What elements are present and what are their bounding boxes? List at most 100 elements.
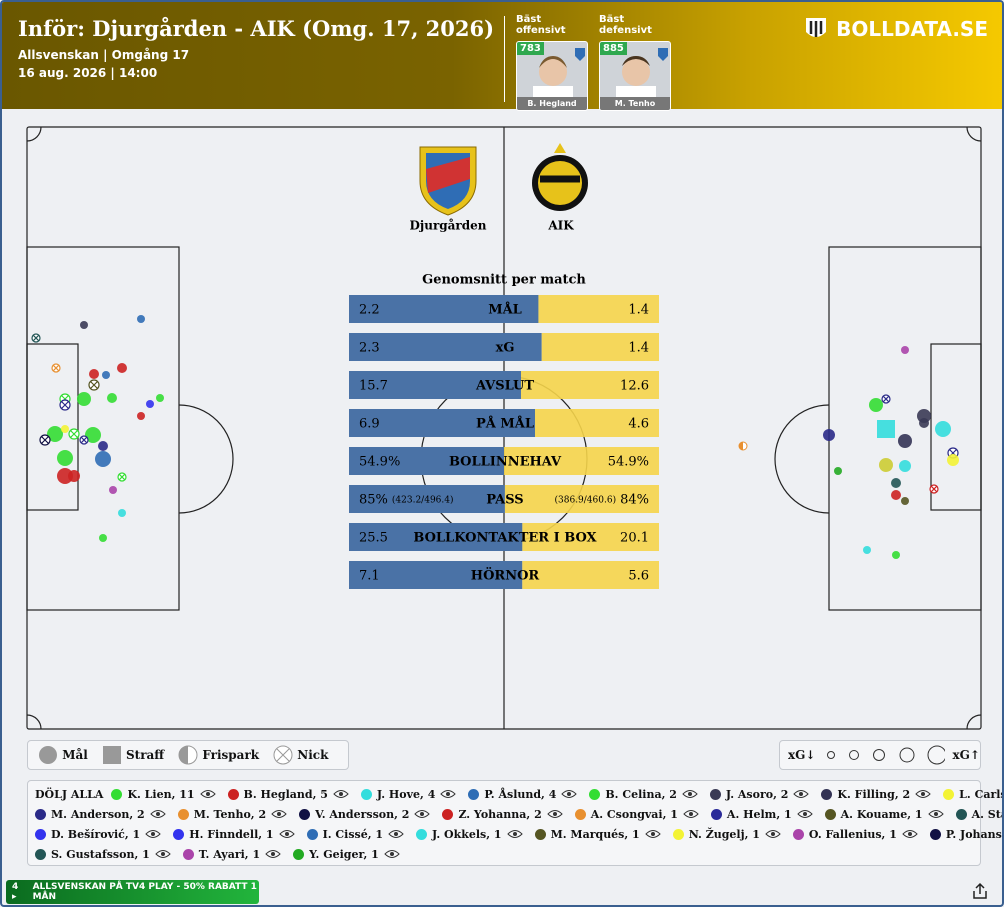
best-offensive[interactable]: Bäst offensivt 783 B. Hegland xyxy=(516,14,592,111)
player-card: 885 M. Tenho xyxy=(599,41,671,111)
shot xyxy=(947,454,959,466)
hide-all[interactable]: DÖLJ ALLA xyxy=(35,787,104,801)
eye-icon[interactable] xyxy=(199,789,216,799)
icon xyxy=(178,745,198,765)
xg-high[interactable]: xG↑ xyxy=(952,748,980,762)
eye-icon[interactable] xyxy=(644,829,661,839)
eye-icon[interactable] xyxy=(333,789,349,799)
player-toggle[interactable]: P. Johansson, 1 xyxy=(929,828,1002,841)
player-label: H. Finndell, 1 xyxy=(189,827,274,841)
player-toggle[interactable]: P. Åslund, 4 xyxy=(468,787,578,801)
pupil xyxy=(277,812,282,816)
player-toggle[interactable]: M. Marqués, 1 xyxy=(534,828,661,841)
player-toggle[interactable]: Y. Geiger, 1 xyxy=(293,848,400,861)
eye-icon[interactable] xyxy=(561,789,578,799)
player-toggle[interactable]: K. Filling, 2 xyxy=(821,788,931,801)
shot xyxy=(899,460,911,472)
player-toggle[interactable]: A. Ståhl, 1 xyxy=(955,808,1002,821)
eye xyxy=(547,810,563,818)
shot-type-legend: Mål Straff Frispark Nick xyxy=(27,740,349,770)
eye-icon[interactable] xyxy=(765,829,781,839)
shot xyxy=(879,458,893,472)
away-bar xyxy=(504,485,659,513)
player-toggle[interactable]: N. Žugelj, 1 xyxy=(672,828,781,841)
legend-penalty[interactable]: Straff xyxy=(102,745,164,765)
eye-icon[interactable] xyxy=(388,829,404,839)
player-toggle[interactable]: J. Okkels, 1 xyxy=(416,828,523,841)
player-toggle[interactable]: J. Hove, 4 xyxy=(360,788,457,801)
legend-goal[interactable]: Mål xyxy=(38,745,88,765)
player-toggle[interactable]: Z. Yohanna, 2 xyxy=(442,808,563,821)
stat-label: HÖRNOR xyxy=(471,567,540,584)
shot xyxy=(901,497,909,505)
eye-icon[interactable] xyxy=(793,789,810,799)
player-name: M. Tenho xyxy=(600,97,670,110)
pupil xyxy=(688,812,693,816)
eye-icon[interactable] xyxy=(927,809,944,819)
stat-label: AVSLUT xyxy=(475,379,534,394)
player-dot xyxy=(360,788,372,800)
xg-low[interactable]: xG↓ xyxy=(788,748,816,762)
eye-icon[interactable] xyxy=(682,789,698,799)
eye-icon[interactable] xyxy=(902,829,918,839)
player-toggle[interactable]: A. Kouame, 1 xyxy=(824,808,944,821)
player-toggle[interactable]: S. Gustafsson, 1 xyxy=(35,848,171,861)
eye-icon[interactable] xyxy=(506,829,523,839)
player-toggle[interactable]: M. Anderson, 2 xyxy=(35,808,166,821)
player-toggle[interactable]: I. Cissé, 1 xyxy=(306,828,404,841)
eye-icon[interactable] xyxy=(796,809,813,819)
player-name: B. Hegland xyxy=(517,97,587,110)
shot xyxy=(109,486,117,494)
pupil xyxy=(802,812,807,816)
eye-icon[interactable] xyxy=(384,849,400,859)
eye-icon[interactable] xyxy=(440,789,457,799)
eye-icon[interactable] xyxy=(915,789,931,799)
player-toggle[interactable]: D. Bešírović, 1 xyxy=(35,828,161,841)
player-label: P. Åslund, 4 xyxy=(484,787,557,801)
away-value: 1.4 xyxy=(628,341,649,356)
best-defensive[interactable]: Bäst defensivt 885 M. Tenho xyxy=(599,14,675,111)
eye-icon[interactable] xyxy=(149,809,166,819)
eye-icon[interactable] xyxy=(145,829,161,839)
home-bar xyxy=(349,561,523,589)
player-toggle[interactable]: A. Csongvai, 1 xyxy=(574,808,699,821)
player-toggle[interactable]: A. Helm, 1 xyxy=(710,808,813,821)
brand-name: BOLLDATA.SE xyxy=(836,17,988,41)
shot-half xyxy=(739,442,743,450)
player-toggle[interactable]: K. Lien, 11 xyxy=(111,788,216,801)
player-toggle[interactable]: O. Fallenius, 1 xyxy=(792,828,918,841)
promo-banner[interactable]: 4 ▸ ALLSVENSKAN PÅ TV4 PLAY - 50% RABATT … xyxy=(6,880,259,904)
player-toggle[interactable]: M. Tenho, 2 xyxy=(177,808,287,821)
player-toggle[interactable]: L. Carlstrand, 2 xyxy=(943,788,1002,801)
shot xyxy=(877,420,895,438)
eye-icon[interactable] xyxy=(265,849,281,859)
player-toggle[interactable]: T. Ayari, 1 xyxy=(182,848,281,861)
eye-icon[interactable] xyxy=(278,829,295,839)
shot-cross xyxy=(61,401,69,409)
player-toggle[interactable]: V. Andersson, 2 xyxy=(299,808,431,821)
legend-header[interactable]: Nick xyxy=(273,745,328,765)
label: Nick xyxy=(297,748,329,762)
shot-cross xyxy=(882,395,890,403)
caption: Bäst offensivt xyxy=(516,14,566,36)
player-toggle[interactable]: B. Celina, 2 xyxy=(589,788,698,801)
eye-icon[interactable] xyxy=(414,809,431,819)
shot xyxy=(919,418,929,428)
eye-icon[interactable] xyxy=(271,809,287,819)
share-icon[interactable] xyxy=(972,882,988,900)
eye-icon[interactable] xyxy=(683,809,699,819)
eye-icon[interactable] xyxy=(155,849,171,859)
rating: 885 xyxy=(600,42,627,55)
player-dot xyxy=(672,828,684,840)
pupil xyxy=(687,792,692,796)
icon xyxy=(39,746,57,764)
player-row: D. Bešírović, 1 H. Finndell, 1 I. Cissé, 1… xyxy=(35,824,1002,844)
brand[interactable]: BOLLDATA.SE xyxy=(804,16,988,42)
eye xyxy=(506,830,523,838)
legend-freekick[interactable]: Frispark xyxy=(178,745,259,765)
player-toggle[interactable]: H. Finndell, 1 xyxy=(173,827,295,841)
eye-icon[interactable] xyxy=(547,809,563,819)
away-value: 54.9% xyxy=(608,455,649,470)
player-toggle[interactable]: J. Asoro, 2 xyxy=(709,788,810,801)
player-toggle[interactable]: B. Hegland, 5 xyxy=(227,788,349,801)
